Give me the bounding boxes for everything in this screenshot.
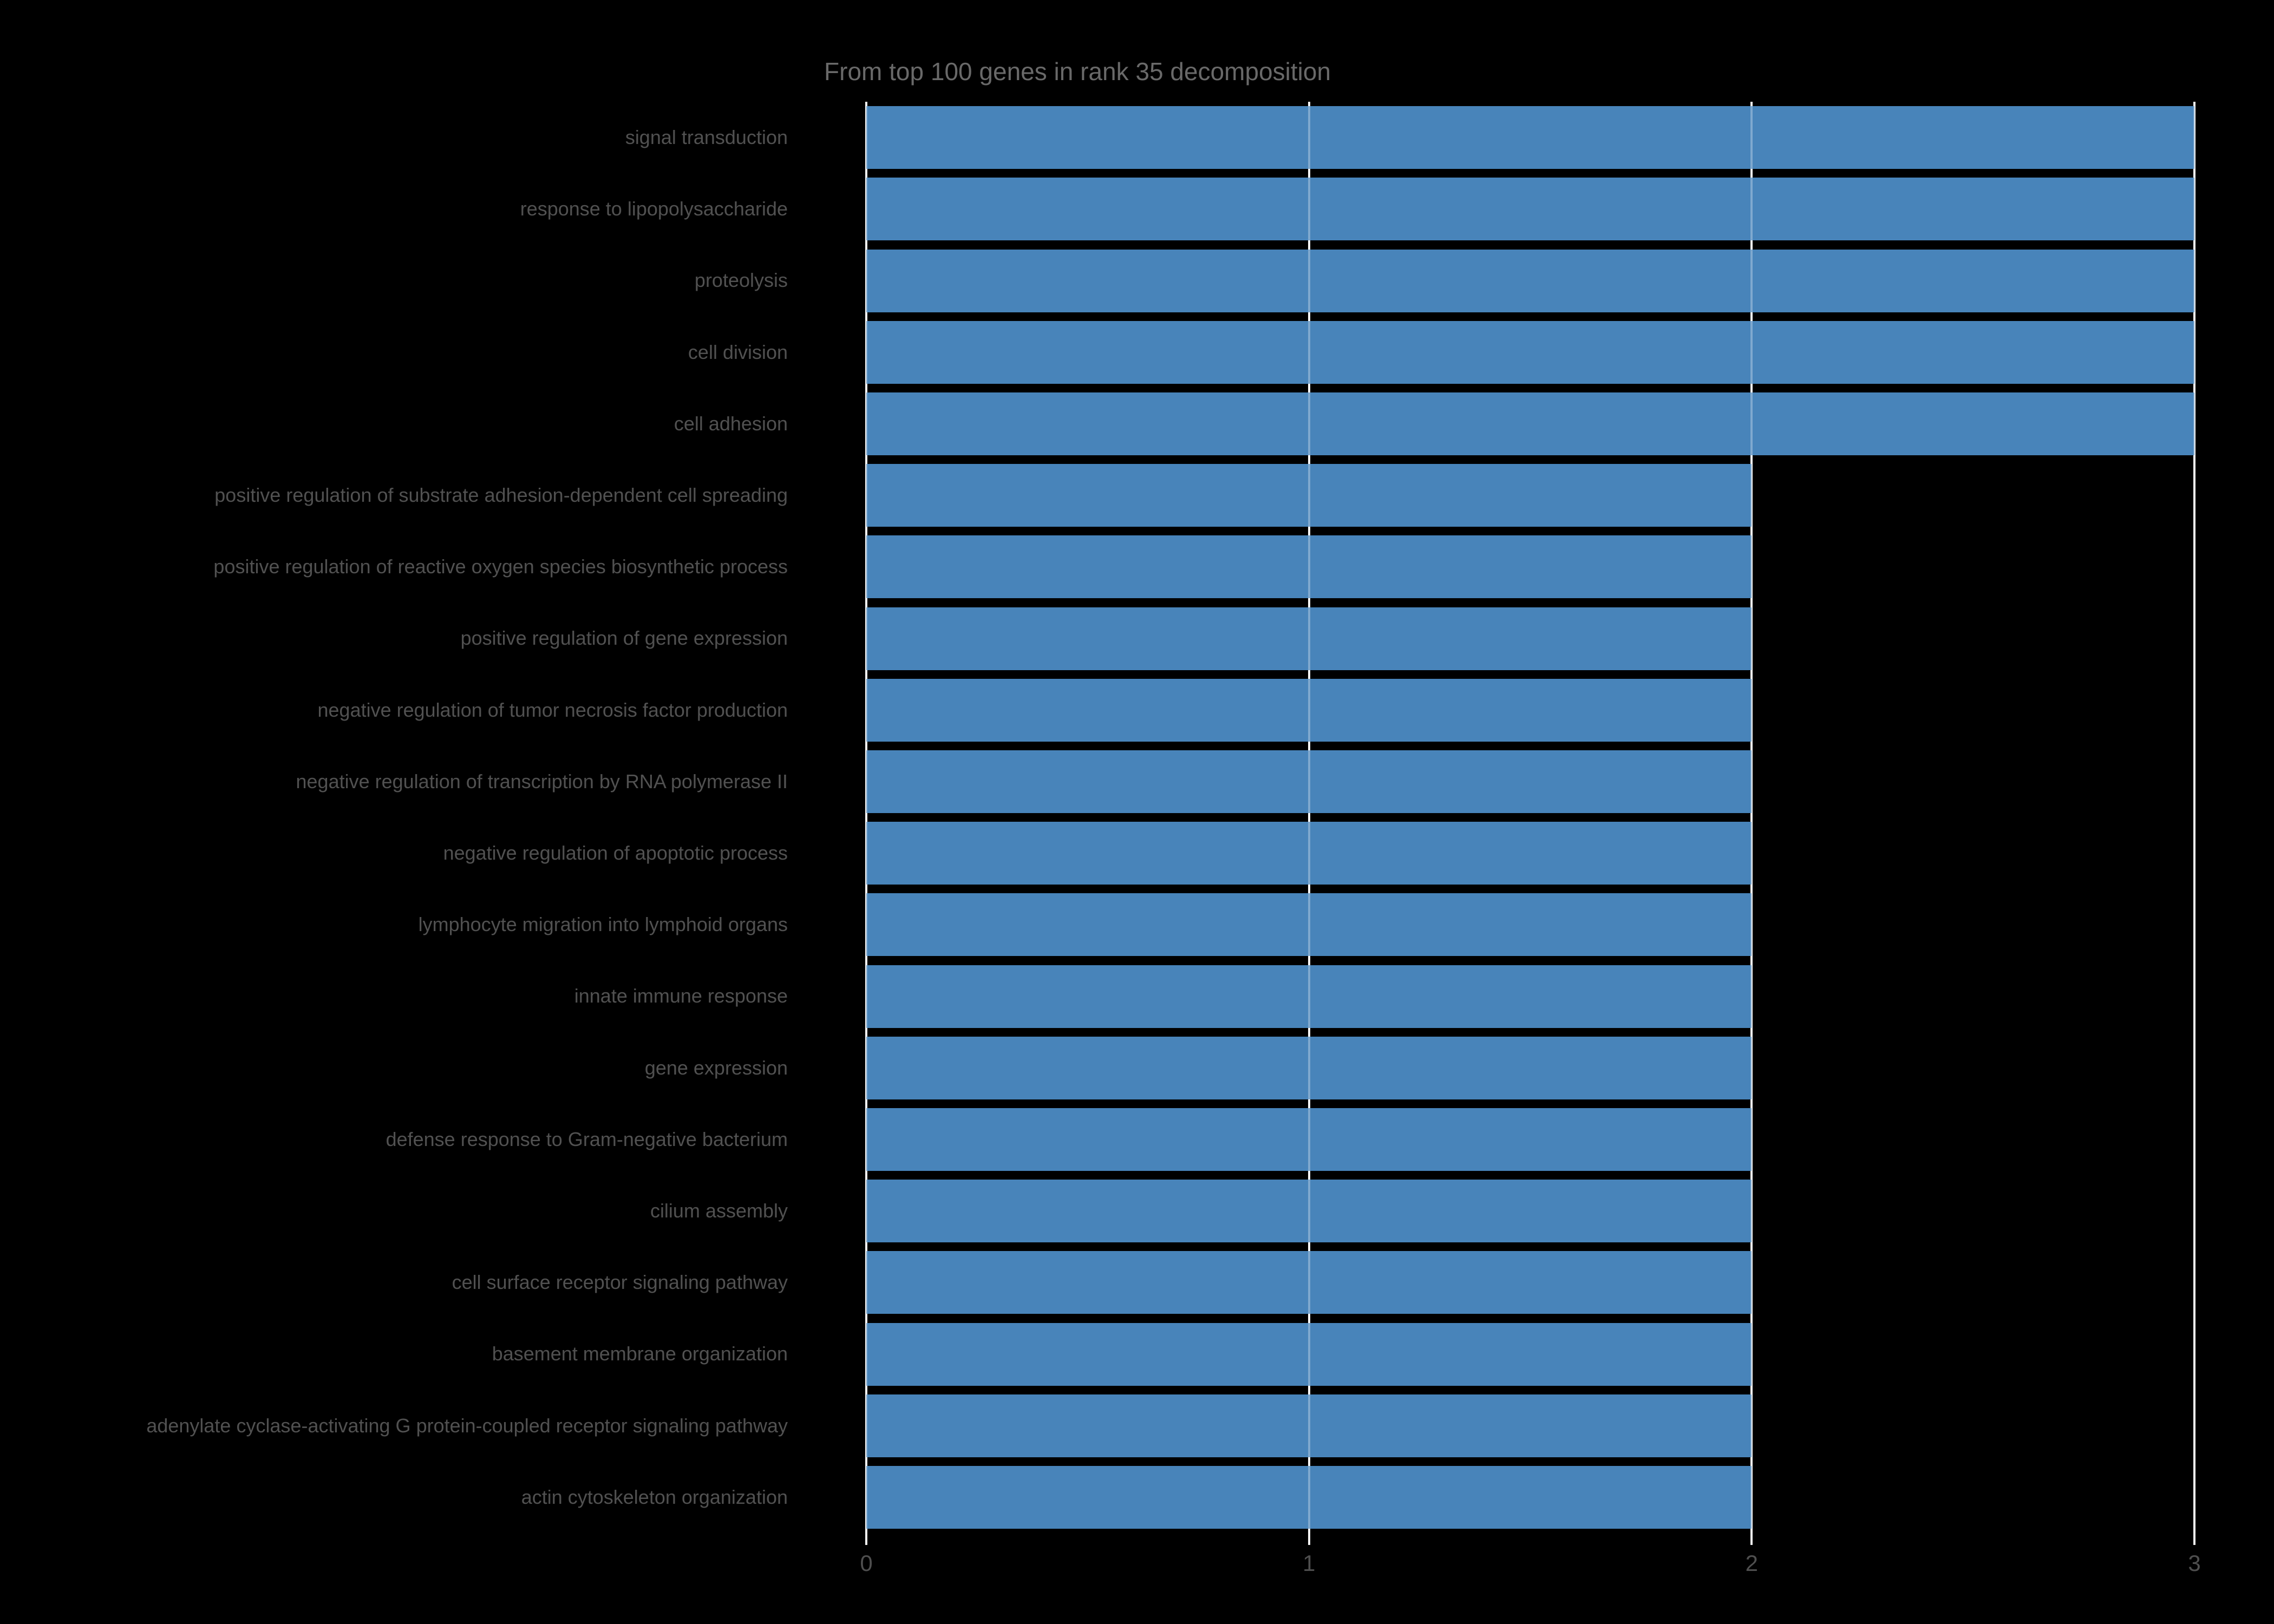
category-label: defense response to Gram-negative bacter… bbox=[385, 1128, 788, 1150]
category-label: response to lipopolysaccharide bbox=[520, 198, 788, 220]
bar bbox=[866, 678, 1752, 742]
category-label: gene expression bbox=[644, 1056, 788, 1079]
bar bbox=[866, 607, 1752, 670]
category-label: negative regulation of apoptotic process bbox=[443, 842, 788, 865]
category-label: cell adhesion bbox=[674, 412, 788, 435]
bar bbox=[866, 893, 1752, 957]
gridline-overlay bbox=[2193, 102, 2195, 1533]
bar bbox=[866, 320, 2194, 384]
bar bbox=[866, 822, 1752, 885]
bar bbox=[866, 1394, 1752, 1457]
category-label: cell surface receptor signaling pathway bbox=[452, 1271, 788, 1294]
category-label: actin cytoskeleton organization bbox=[521, 1485, 788, 1508]
category-label: positive regulation of substrate adhesio… bbox=[214, 484, 788, 507]
bar bbox=[866, 392, 2194, 455]
category-label: basement membrane organization bbox=[492, 1343, 788, 1365]
gridline-overlay bbox=[865, 102, 867, 1533]
gridline-overlay bbox=[1750, 102, 1753, 1533]
bar bbox=[866, 535, 1752, 599]
x-tick-label: 0 bbox=[860, 1550, 873, 1576]
gridline bbox=[2193, 102, 2195, 1545]
category-label: cell division bbox=[688, 340, 788, 363]
plot-area bbox=[865, 102, 2195, 1545]
category-label: proteolysis bbox=[694, 269, 788, 292]
category-label: adenylate cyclase-activating G protein-c… bbox=[146, 1414, 788, 1437]
gridline-overlay bbox=[1308, 102, 1310, 1533]
x-tick-label: 1 bbox=[1302, 1550, 1316, 1576]
bar bbox=[866, 1108, 1752, 1171]
bar bbox=[866, 1180, 1752, 1243]
bar bbox=[866, 1036, 1752, 1099]
bar bbox=[866, 106, 2194, 169]
bar bbox=[866, 178, 2194, 241]
category-label: positive regulation of reactive oxygen s… bbox=[213, 555, 788, 578]
bar bbox=[866, 750, 1752, 813]
gridline bbox=[1750, 102, 1753, 1545]
category-label: negative regulation of transcription by … bbox=[296, 770, 788, 793]
bar bbox=[866, 249, 2194, 312]
category-label: positive regulation of gene expression bbox=[460, 627, 788, 650]
category-axis: signal transduction response to lipopolys… bbox=[0, 102, 788, 1533]
category-label: signal transduction bbox=[625, 126, 788, 149]
bar bbox=[866, 965, 1752, 1028]
category-label: negative regulation of tumor necrosis fa… bbox=[317, 698, 788, 721]
category-label: lymphocyte migration into lymphoid organ… bbox=[418, 913, 788, 936]
chart-title: From top 100 genes in rank 35 decomposit… bbox=[824, 57, 1331, 86]
x-tick-label: 3 bbox=[2188, 1550, 2201, 1576]
category-label: cilium assembly bbox=[650, 1200, 788, 1222]
bar bbox=[866, 1251, 1752, 1314]
bar bbox=[866, 1322, 1752, 1386]
category-label: innate immune response bbox=[574, 985, 788, 1007]
bar bbox=[866, 1465, 1752, 1529]
bar bbox=[866, 464, 1752, 527]
x-tick-label: 2 bbox=[1745, 1550, 1759, 1576]
